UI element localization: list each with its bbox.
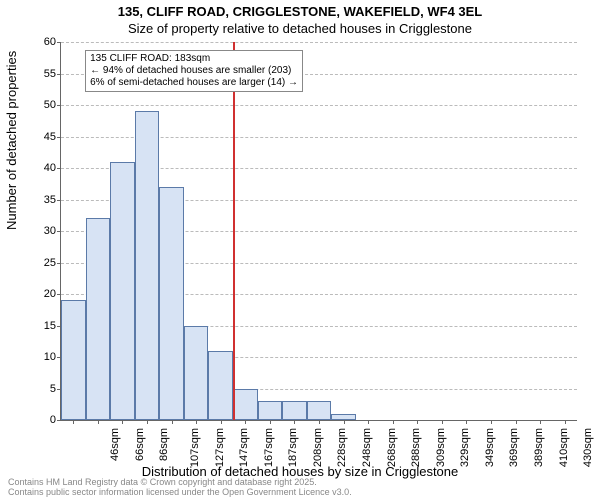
xtick-label: 410sqm — [558, 428, 570, 467]
ytick-label: 0 — [26, 414, 56, 426]
ytick-mark — [57, 105, 61, 106]
ytick-label: 40 — [26, 162, 56, 174]
xtick-label: 369sqm — [509, 428, 521, 467]
xtick-label: 309sqm — [435, 428, 447, 467]
ytick-mark — [57, 200, 61, 201]
ytick-label: 10 — [26, 351, 56, 363]
xtick-mark — [221, 420, 222, 424]
annotation-box: 135 CLIFF ROAD: 183sqm ← 94% of detached… — [85, 50, 303, 92]
histogram-bar — [86, 218, 111, 420]
xtick-mark — [319, 420, 320, 424]
xtick-label: 349sqm — [484, 428, 496, 467]
histogram-bar — [184, 326, 209, 421]
xtick-mark — [442, 420, 443, 424]
xtick-label: 147sqm — [238, 428, 250, 467]
xtick-mark — [270, 420, 271, 424]
ytick-label: 35 — [26, 194, 56, 206]
xtick-label: 430sqm — [582, 428, 594, 467]
ytick-label: 60 — [26, 36, 56, 48]
xtick-mark — [98, 420, 99, 424]
xtick-label: 329sqm — [459, 428, 471, 467]
ytick-mark — [57, 168, 61, 169]
xtick-mark — [368, 420, 369, 424]
attribution-line: Contains public sector information licen… — [8, 488, 352, 498]
annotation-line: 135 CLIFF ROAD: 183sqm — [90, 53, 298, 65]
xtick-label: 86sqm — [158, 428, 170, 461]
xtick-mark — [196, 420, 197, 424]
histogram-bar — [233, 389, 258, 421]
gridline — [61, 42, 577, 43]
reference-line — [233, 42, 235, 420]
ytick-mark — [57, 137, 61, 138]
xtick-label: 268sqm — [386, 428, 398, 467]
ytick-mark — [57, 420, 61, 421]
annotation-line: ← 94% of detached houses are smaller (20… — [90, 65, 298, 77]
ytick-mark — [57, 294, 61, 295]
histogram-bar — [61, 300, 86, 420]
histogram-bar — [307, 401, 332, 420]
histogram-bar — [258, 401, 283, 420]
histogram-bar — [135, 111, 160, 420]
xtick-label: 248sqm — [361, 428, 373, 467]
ytick-label: 5 — [26, 383, 56, 395]
xtick-mark — [147, 420, 148, 424]
ytick-label: 20 — [26, 288, 56, 300]
xtick-mark — [122, 420, 123, 424]
ytick-label: 55 — [26, 68, 56, 80]
xtick-mark — [565, 420, 566, 424]
plot-area: 135 CLIFF ROAD: 183sqm ← 94% of detached… — [60, 42, 577, 421]
ytick-label: 45 — [26, 131, 56, 143]
xtick-label: 107sqm — [189, 428, 201, 467]
xtick-label: 228sqm — [337, 428, 349, 467]
histogram-bar — [282, 401, 307, 420]
xtick-label: 208sqm — [312, 428, 324, 467]
attribution-text: Contains HM Land Registry data © Crown c… — [8, 478, 352, 498]
ytick-label: 30 — [26, 225, 56, 237]
annotation-line: 6% of semi-detached houses are larger (1… — [90, 77, 298, 89]
xtick-mark — [393, 420, 394, 424]
xtick-mark — [466, 420, 467, 424]
ytick-mark — [57, 231, 61, 232]
xtick-mark — [172, 420, 173, 424]
xtick-label: 127sqm — [214, 428, 226, 467]
y-axis-label: Number of detached properties — [4, 51, 19, 230]
xtick-mark — [294, 420, 295, 424]
xtick-mark — [417, 420, 418, 424]
ytick-mark — [57, 74, 61, 75]
ytick-label: 15 — [26, 320, 56, 332]
xtick-mark — [73, 420, 74, 424]
xtick-label: 187sqm — [287, 428, 299, 467]
chart-title: 135, CLIFF ROAD, CRIGGLESTONE, WAKEFIELD… — [0, 4, 600, 19]
ytick-label: 50 — [26, 99, 56, 111]
xtick-label: 46sqm — [109, 428, 121, 461]
xtick-label: 389sqm — [533, 428, 545, 467]
ytick-mark — [57, 263, 61, 264]
histogram-bar — [110, 162, 135, 420]
ytick-label: 25 — [26, 257, 56, 269]
chart-subtitle: Size of property relative to detached ho… — [0, 21, 600, 36]
gridline — [61, 105, 577, 106]
ytick-mark — [57, 42, 61, 43]
xtick-mark — [344, 420, 345, 424]
histogram-bar — [159, 187, 184, 420]
chart-container: 135, CLIFF ROAD, CRIGGLESTONE, WAKEFIELD… — [0, 0, 600, 500]
xtick-label: 288sqm — [410, 428, 422, 467]
xtick-mark — [491, 420, 492, 424]
xtick-mark — [540, 420, 541, 424]
xtick-label: 66sqm — [134, 428, 146, 461]
xtick-mark — [516, 420, 517, 424]
xtick-mark — [245, 420, 246, 424]
xtick-label: 167sqm — [263, 428, 275, 467]
histogram-bar — [208, 351, 233, 420]
